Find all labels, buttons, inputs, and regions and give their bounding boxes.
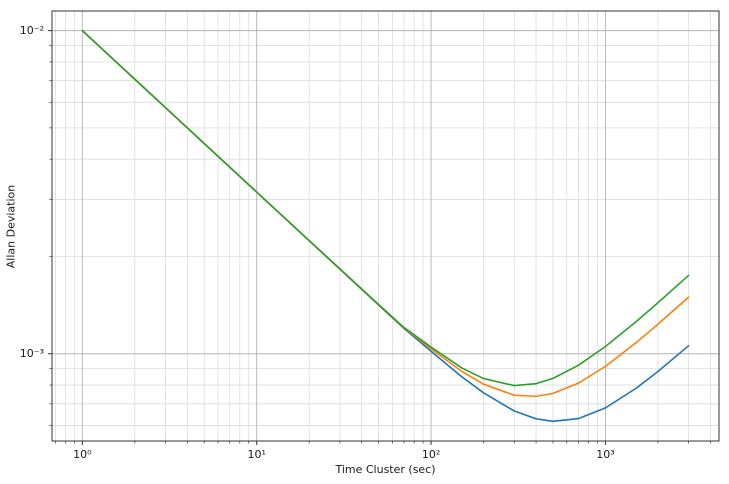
y-axis-label: Allan Deviation <box>4 184 18 269</box>
axes-spines <box>51 10 720 442</box>
x-tick-label: 10⁰ <box>73 448 92 461</box>
x-tick-label: 10¹ <box>247 448 265 461</box>
y-tick-label: 10⁻³ <box>20 347 44 360</box>
x-tick-label: 10² <box>422 448 440 461</box>
x-axis-label: Time Cluster (sec) <box>335 463 436 476</box>
x-tick-label: 10³ <box>596 448 614 461</box>
series-line-3 <box>81 29 690 387</box>
y-tick-label: 10⁻² <box>20 24 44 37</box>
